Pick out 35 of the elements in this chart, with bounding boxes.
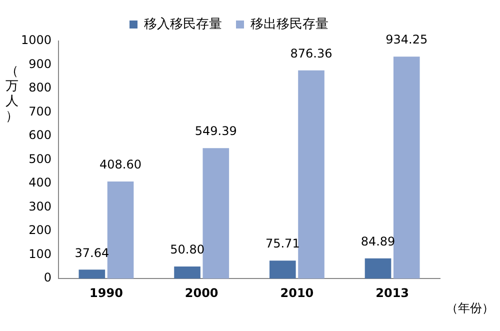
y-tick-label: 100	[28, 246, 52, 261]
data-label: 75.71	[265, 236, 300, 251]
x-tick-label: 2013	[376, 286, 410, 300]
y-axis-title: （万人）	[4, 64, 20, 124]
x-tick-label: 1990	[90, 286, 123, 300]
bar	[174, 266, 200, 279]
legend-label: 移入移民存量	[144, 16, 222, 32]
y-tick-label: 500	[28, 152, 52, 166]
y-tick-label: 300	[28, 199, 52, 214]
y-tick-label: 600	[28, 128, 52, 142]
x-axis-title: （年份）	[446, 300, 494, 317]
y-tick-label: 0	[44, 270, 52, 285]
legend-label: 移出移民存量	[250, 16, 328, 32]
data-label: 50.80	[170, 242, 204, 257]
data-label: 934.25	[386, 32, 428, 47]
y-tick-label: 800	[28, 80, 52, 95]
bar	[364, 258, 392, 279]
y-tick-label: 1000	[20, 33, 52, 48]
data-label: 84.89	[360, 234, 396, 249]
data-label: 549.39	[194, 124, 237, 138]
bar	[298, 70, 324, 279]
y-tick-label: 200	[28, 223, 52, 238]
y-tick-label: 900	[28, 56, 52, 71]
bar	[107, 182, 134, 279]
bar	[269, 260, 296, 279]
data-label: 408.60	[100, 158, 142, 172]
y-tick-label: 400	[28, 176, 52, 190]
bar	[202, 148, 230, 279]
x-tick-label: 2000	[184, 286, 218, 300]
bar	[393, 56, 420, 279]
data-label: 37.64	[74, 246, 110, 260]
y-tick-label: 700	[28, 104, 52, 118]
x-tick-label: 2010	[280, 286, 314, 300]
bar	[78, 270, 106, 279]
data-label: 876.36	[290, 46, 332, 60]
